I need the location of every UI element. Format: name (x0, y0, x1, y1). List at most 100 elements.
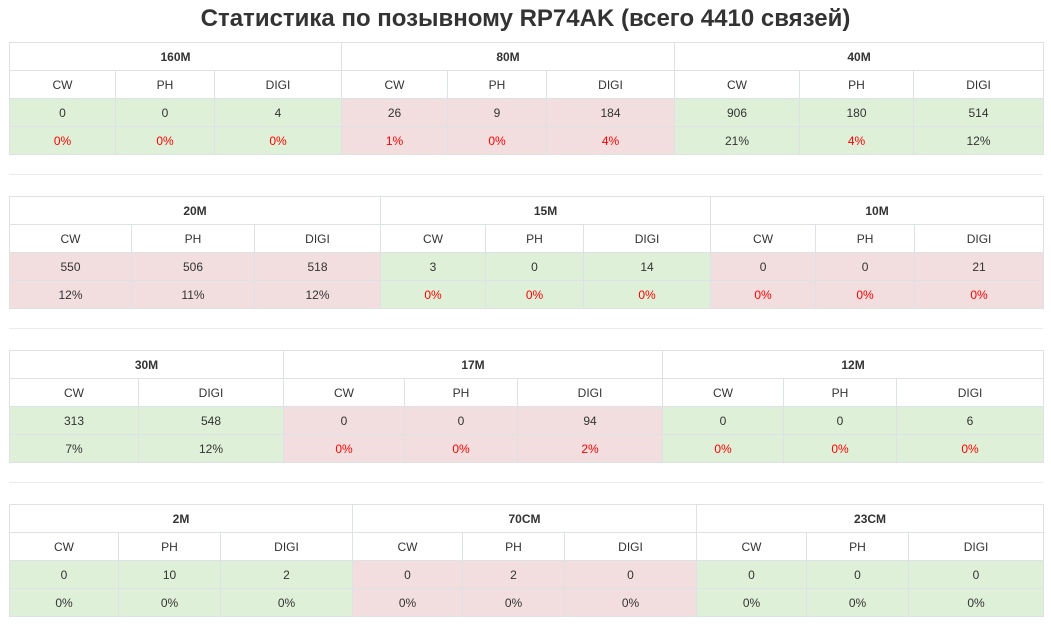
qso-count: 9 (447, 98, 547, 127)
qso-count: 506 (131, 252, 255, 281)
qso-percent: 4% (799, 126, 915, 155)
qso-percent: 0% (583, 280, 712, 309)
page-title: Статистика по позывному RP74AK (всего 44… (200, 5, 851, 32)
qso-count: 514 (913, 98, 1045, 127)
mode-label: PH (404, 378, 518, 407)
band-name: 70CM (351, 504, 698, 533)
qso-count: 0 (9, 560, 119, 589)
mode-header-row: CW DIGI CW PH DIGI CW PH DIGI (9, 378, 1045, 407)
qso-count: 10 (118, 560, 221, 589)
mode-label: DIGI (908, 532, 1045, 561)
band-stats-block: 160M 80M 40M CW PH DIGI CW PH DIGI CW PH DIGI 0 0 4 26 9… (9, 42, 1045, 155)
qso-count: 0 (815, 252, 916, 281)
qso-count: 0 (283, 406, 405, 435)
band-stats-table: 2M 70CM 23CM CW PH DIGI CW PH DIGI CW PH DIGI 0 10 2 0 2… (9, 504, 1045, 617)
qso-percent: 0% (380, 280, 487, 309)
qso-percent: 0% (908, 588, 1045, 617)
qso-percent: 12% (138, 434, 284, 463)
mode-label: CW (283, 378, 405, 407)
qso-percent: 11% (131, 280, 255, 309)
qso-count: 3 (380, 252, 487, 281)
qso-count: 550 (9, 252, 132, 281)
band-header-row: 2M 70CM 23CM (9, 504, 1045, 533)
qso-count: 0 (710, 252, 817, 281)
qso-count: 518 (253, 252, 382, 281)
band-name: 80M (340, 42, 676, 71)
qso-percent: 4% (545, 126, 676, 155)
qso-percent: 0% (914, 280, 1045, 309)
band-stats-block: 2M 70CM 23CM CW PH DIGI CW PH DIGI CW PH DIGI 0 10 2 0 2… (9, 504, 1045, 617)
qso-percent: 0% (283, 434, 405, 463)
qso-percent: 12% (9, 280, 132, 309)
band-header-row: 30M 17M 12M (9, 350, 1045, 379)
mode-label: CW (710, 224, 817, 253)
divider (9, 328, 1043, 329)
divider (9, 482, 1043, 483)
mode-label: PH (485, 224, 585, 253)
band-name: 160M (9, 42, 342, 71)
mode-label: CW (341, 70, 448, 99)
band-header-row: 20M 15M 10M (8, 196, 1045, 225)
mode-label: DIGI (138, 378, 284, 407)
qso-count: 0 (9, 98, 116, 127)
qso-count: 906 (674, 98, 801, 127)
percent-row: 0% 0% 0% 0% 0% 0% 0% 0% 0% (9, 588, 1045, 617)
qso-percent: 0% (9, 126, 116, 155)
qso-percent: 12% (913, 126, 1045, 155)
band-stats-block: 20M 15M 10M CW PH DIGI CW PH DIGI CW PH DIGI 550 506 5… (8, 196, 1045, 309)
qso-percent: 0% (9, 588, 119, 617)
mode-label: DIGI (896, 378, 1045, 407)
qso-percent: 0% (815, 280, 916, 309)
mode-label: PH (799, 70, 915, 99)
mode-label: CW (9, 224, 132, 253)
qso-count: 4 (214, 98, 342, 127)
qso-count: 0 (783, 406, 898, 435)
count-row: 0 0 4 26 9 184 906 180 514 (9, 98, 1045, 127)
band-stats-table: 160M 80M 40M CW PH DIGI CW PH DIGI CW PH DIGI 0 0 4 26 9… (9, 42, 1045, 155)
qso-count: 0 (806, 560, 910, 589)
qso-percent: 1% (341, 126, 448, 155)
qso-count: 0 (563, 560, 698, 589)
band-header-row: 160M 80M 40M (9, 42, 1045, 71)
band-name: 20M (8, 196, 382, 225)
qso-count: 0 (352, 560, 463, 589)
mode-label: DIGI (914, 224, 1045, 253)
qso-count: 313 (9, 406, 139, 435)
qso-count: 14 (583, 252, 712, 281)
mode-label: CW (696, 532, 808, 561)
qso-percent: 0% (447, 126, 547, 155)
qso-percent: 0% (352, 588, 463, 617)
mode-label: PH (783, 378, 898, 407)
qso-count: 180 (799, 98, 915, 127)
qso-percent: 21% (674, 126, 801, 155)
qso-percent: 0% (118, 588, 221, 617)
qso-count: 94 (516, 406, 664, 435)
mode-label: PH (115, 70, 215, 99)
qso-count: 0 (485, 252, 585, 281)
qso-percent: 7% (9, 434, 139, 463)
qso-count: 2 (462, 560, 565, 589)
mode-label: DIGI (563, 532, 698, 561)
qso-count: 0 (115, 98, 215, 127)
mode-label: CW (9, 70, 116, 99)
qso-count: 0 (662, 406, 785, 435)
mode-label: CW (9, 532, 119, 561)
qso-percent: 2% (516, 434, 664, 463)
qso-percent: 0% (696, 588, 808, 617)
percent-row: 0% 0% 0% 1% 0% 4% 21% 4% 12% (9, 126, 1045, 155)
band-stats-block: 30M 17M 12M CW DIGI CW PH DIGI CW PH DIGI 313 548 0 0 9… (9, 350, 1045, 463)
qso-count: 6 (896, 406, 1045, 435)
band-name: 17M (282, 350, 664, 379)
qso-percent: 0% (896, 434, 1045, 463)
band-name: 10M (710, 196, 1045, 225)
band-name: 12M (662, 350, 1045, 379)
qso-count: 184 (545, 98, 676, 127)
mode-label: DIGI (214, 70, 342, 99)
qso-count: 2 (220, 560, 353, 589)
mode-label: DIGI (220, 532, 353, 561)
mode-label: DIGI (516, 378, 664, 407)
mode-label: PH (806, 532, 910, 561)
mode-label: PH (462, 532, 565, 561)
qso-percent: 0% (783, 434, 898, 463)
mode-header-row: CW PH DIGI CW PH DIGI CW PH DIGI (9, 70, 1045, 99)
